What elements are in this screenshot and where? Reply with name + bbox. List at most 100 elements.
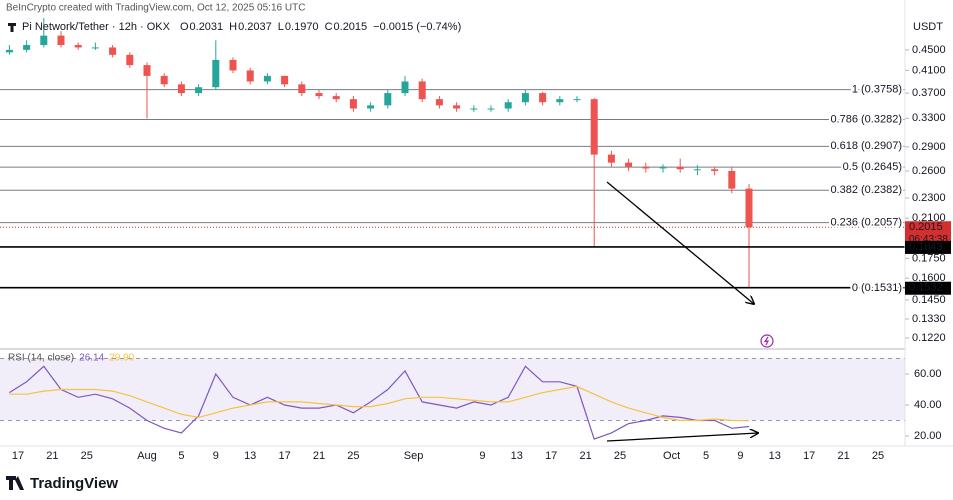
candle-body	[435, 99, 443, 106]
trend-arrow	[606, 181, 754, 304]
x-tick-label: 13	[769, 450, 781, 462]
candle-body	[212, 59, 220, 88]
candle-body	[521, 93, 529, 103]
x-tick-label: 9	[479, 450, 485, 462]
x-tick-label: 21	[837, 450, 849, 462]
rsi-legend-value: 26.14	[79, 353, 104, 364]
legend-key: C	[325, 21, 333, 33]
candle-body	[349, 99, 357, 109]
candle-body	[315, 93, 323, 97]
candle-body	[281, 75, 289, 85]
x-tick-label: Sep	[404, 450, 424, 462]
event-icon[interactable]	[760, 334, 774, 348]
candle-body	[229, 59, 237, 71]
legend: Pi Network/Tether · 12h · OKX O 0.2031 H 0.2…	[8, 21, 461, 33]
price-tag	[905, 281, 951, 295]
candle-body	[676, 166, 684, 170]
x-tick-label: 17	[278, 450, 290, 462]
rsi-band	[0, 358, 905, 421]
x-tick-label: 25	[872, 450, 884, 462]
y-tick-label: 0.1330	[912, 313, 946, 325]
candle-body	[195, 87, 203, 94]
header: BeInCrypto created with TradingView.com,…	[6, 3, 305, 14]
candle-body	[109, 47, 117, 55]
currency: USDT	[913, 21, 943, 33]
candle-body	[401, 81, 409, 94]
candle-body	[487, 108, 495, 110]
x-tick-label: 5	[178, 450, 184, 462]
y-tick-label: 0.3700	[912, 87, 946, 99]
y-tick-label: 0.1450	[912, 294, 946, 306]
price-tag	[905, 240, 951, 254]
x-tick-label: 21	[579, 450, 591, 462]
candle-body	[91, 47, 99, 49]
candle-body	[160, 75, 168, 85]
x-tick-label: Aug	[137, 450, 157, 462]
y-tick-label: 0.2300	[912, 192, 946, 204]
x-tick-label: 25	[614, 450, 626, 462]
rsi-y-tick-label: 20.00	[914, 430, 942, 442]
candle-body	[504, 102, 512, 109]
plot-layer	[0, 17, 905, 440]
y-tick-label: 0.1600	[912, 272, 946, 284]
symbol: Pi Network/Tether · 12h · OKX	[22, 21, 171, 33]
candle-body	[57, 35, 65, 46]
candle-body	[74, 45, 82, 48]
x-tick-label: 21	[313, 450, 325, 462]
candle-body	[332, 96, 340, 100]
price-tag-label: 0.2015	[909, 221, 943, 233]
fib-label: 0.382 (0.2382)	[830, 184, 902, 196]
candle-body	[418, 81, 426, 100]
candle-body	[607, 154, 615, 163]
y-tick-label: 0.4100	[912, 64, 946, 76]
legend-key: L	[278, 21, 284, 33]
candle-body	[5, 49, 13, 53]
candle-body	[625, 162, 633, 167]
y-tick-label: 0.1220	[912, 332, 946, 344]
rsi-y-tick-label: 40.00	[914, 399, 942, 411]
legend-value: 0.1970	[285, 21, 319, 33]
candle-body	[126, 54, 134, 66]
candle-body	[298, 84, 306, 94]
x-tick-label: 13	[511, 450, 523, 462]
grid-layer	[0, 49, 909, 437]
fib-label: 0.5 (0.2645)	[843, 161, 902, 173]
candle-body	[470, 108, 478, 110]
rsi-title: RSI (14, close)	[8, 353, 74, 364]
candle-body	[711, 169, 719, 171]
candle-body	[40, 35, 48, 46]
price-tag-label: 0.1532	[909, 282, 943, 294]
rsi-line	[9, 385, 750, 422]
x-tick-label: 9	[737, 450, 743, 462]
symbol-icon	[8, 23, 16, 32]
fib-label: 0.618 (0.2907)	[830, 140, 902, 152]
legend-value: 0.2031	[190, 21, 224, 33]
y-tick-label: 0.2900	[912, 141, 946, 153]
candle-body	[23, 45, 31, 50]
candle-body	[693, 169, 701, 171]
y-tick-label: 0.4500	[912, 44, 946, 56]
candle-body	[745, 188, 753, 228]
x-tick-label: 25	[347, 450, 359, 462]
rsi-legend-value: 29.90	[109, 353, 134, 364]
candle-body	[573, 99, 581, 101]
countdown: 06:43:38	[909, 234, 948, 245]
event-icon	[763, 336, 770, 346]
rsi-y-tick-label: 60.00	[914, 368, 942, 380]
x-tick-label: Oct	[663, 450, 680, 462]
candle-body	[384, 93, 392, 106]
x-tick-label: 17	[545, 450, 557, 462]
x-tick-label: 21	[46, 450, 58, 462]
x-tick-label: 13	[244, 450, 256, 462]
candle-body	[367, 105, 375, 109]
x-tick-label: 17	[12, 450, 24, 462]
fib-label: 0.236 (0.2057)	[830, 217, 902, 229]
candle-body	[556, 99, 564, 103]
y-tick-label: 0.1750	[912, 252, 946, 264]
candle-body	[453, 105, 461, 109]
x-tick-label: 9	[213, 450, 219, 462]
candle-body	[642, 166, 650, 169]
footer-logo: TradingView	[30, 475, 118, 492]
